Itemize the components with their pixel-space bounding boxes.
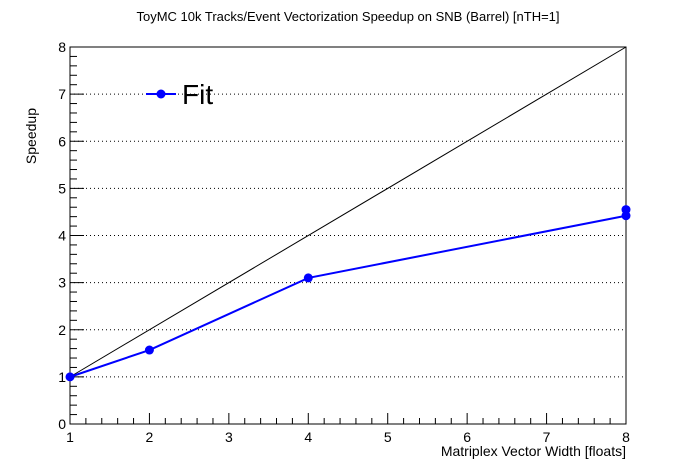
x-tick-label: 7 [543, 429, 551, 445]
chart-title: ToyMC 10k Tracks/Event Vectorization Spe… [136, 9, 559, 24]
data-point [65, 372, 75, 382]
y-tick-label: 0 [58, 416, 66, 432]
data-point [303, 273, 313, 283]
x-axis: 1 2 3 4 5 6 7 8 [66, 413, 630, 445]
y-axis-label: Speedup [23, 108, 39, 164]
y-tick-label: 8 [58, 39, 66, 55]
x-tick-label: 8 [622, 429, 630, 445]
x-tick-label: 4 [304, 429, 312, 445]
series-fit [65, 205, 631, 382]
x-axis-label: Matriplex Vector Width [floats] [441, 443, 626, 459]
y-tick-label: 3 [58, 275, 66, 291]
legend: Fit [146, 79, 213, 110]
y-tick-label: 5 [58, 180, 66, 196]
data-point [621, 211, 631, 221]
data-point [144, 345, 154, 355]
x-tick-label: 3 [225, 429, 233, 445]
y-tick-label: 6 [58, 133, 66, 149]
y-tick-label: 2 [58, 322, 66, 338]
x-tick-label: 6 [463, 429, 471, 445]
y-tick-label: 7 [58, 86, 66, 102]
y-tick-label: 4 [58, 228, 66, 244]
x-tick-label: 5 [384, 429, 392, 445]
x-tick-label: 1 [66, 429, 74, 445]
legend-marker-fit [156, 89, 166, 99]
grid [70, 93, 626, 378]
legend-label-fit: Fit [182, 79, 213, 110]
series-line [69, 214, 627, 378]
y-tick-label: 1 [58, 369, 66, 385]
y-axis: 0 1 2 3 4 5 6 7 8 [58, 39, 84, 432]
x-tick-label: 2 [146, 429, 154, 445]
reference-diagonal-line [69, 46, 627, 378]
